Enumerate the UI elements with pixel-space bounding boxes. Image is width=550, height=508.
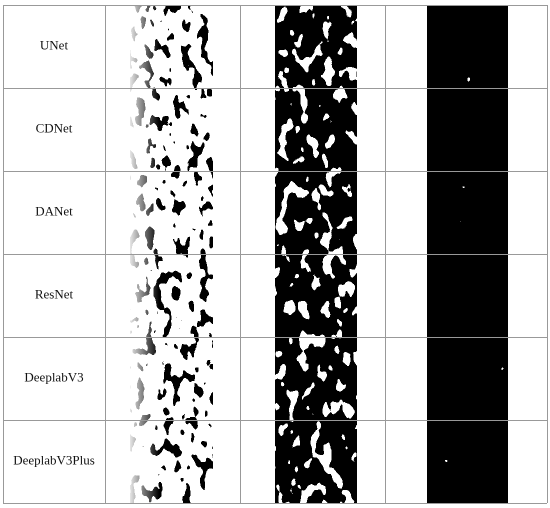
row-label: DANet: [35, 203, 73, 218]
row-label: ResNet: [35, 286, 74, 301]
mask-blobs: [275, 89, 357, 171]
mask-blobs: [275, 172, 357, 254]
mask-edge: [130, 89, 213, 171]
mask-edge: [130, 172, 213, 254]
mask-blobs: [427, 89, 508, 171]
mask-blobs: [275, 255, 357, 337]
mask-edge: [130, 338, 213, 420]
mask-blobs: [427, 421, 508, 503]
mask-blobs: [275, 421, 357, 503]
mask-blobs: [275, 6, 357, 88]
row-label: CDNet: [36, 120, 73, 135]
mask-blobs: [427, 172, 508, 254]
mask-edge: [130, 6, 213, 88]
mask-blobs: [427, 6, 508, 88]
mask-edge: [130, 421, 213, 503]
row-label: DeeplabV3: [24, 369, 83, 384]
mask-blobs: [427, 255, 508, 337]
mask-blobs: [275, 338, 357, 420]
row-label: DeeplabV3Plus: [13, 452, 95, 467]
mask-edge: [130, 255, 213, 337]
row-label: UNet: [40, 37, 69, 52]
mask-blobs: [427, 338, 508, 420]
